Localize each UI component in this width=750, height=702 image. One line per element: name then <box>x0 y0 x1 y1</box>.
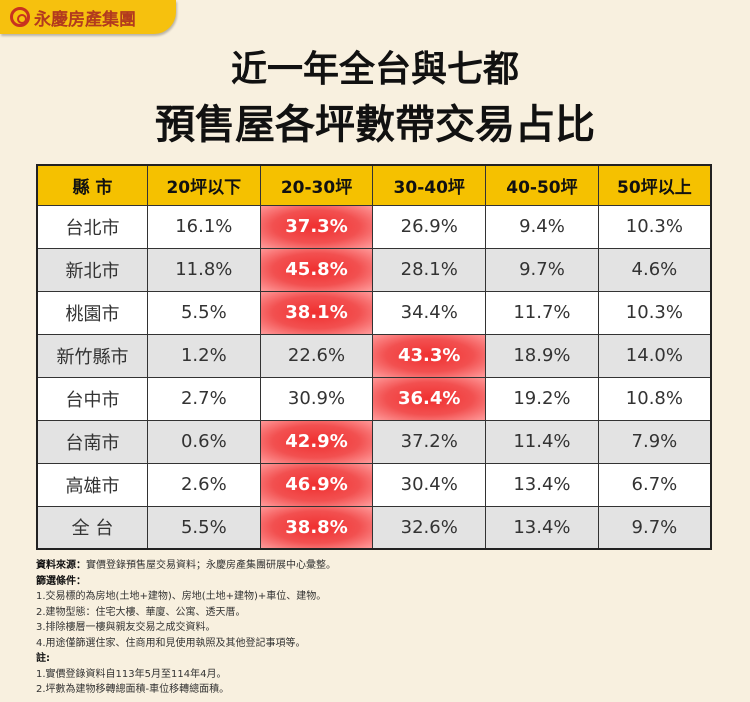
logo-icon <box>10 7 30 27</box>
value-cell: 14.0% <box>597 333 712 378</box>
value-cell: 6.7% <box>597 462 712 507</box>
value-cell: 0.6% <box>146 419 261 464</box>
remark-item: 1.實價登錄資料自113年5月至114年4月。 <box>36 668 227 680</box>
logo-text: 永慶房產集團 <box>34 9 136 30</box>
table-row: 桃園市 5.5% 38.1% 34.4% 11.7% 10.3% <box>36 290 712 335</box>
remark-label: 註: <box>36 653 50 664</box>
value-cell: 10.3% <box>597 290 712 335</box>
column-header: 縣 市 <box>36 164 148 206</box>
highlighted-value-cell: 42.9% <box>259 419 374 464</box>
value-cell: 7.9% <box>597 419 712 464</box>
column-header: 30-40坪 <box>372 164 487 206</box>
column-header: 20坪以下 <box>146 164 261 206</box>
value-cell: 19.2% <box>485 376 599 421</box>
remark-item: 2.坪數為建物移轉總面積-車位移轉總面積。 <box>36 684 230 695</box>
city-cell: 台南市 <box>36 419 148 464</box>
value-cell: 28.1% <box>372 247 487 292</box>
highlighted-value-cell: 37.3% <box>259 204 374 249</box>
table-row: 新北市 11.8% 45.8% 28.1% 9.7% 4.6% <box>36 247 712 292</box>
value-cell: 13.4% <box>485 505 599 550</box>
column-header: 20-30坪 <box>259 164 374 206</box>
data-table: 縣 市 20坪以下 20-30坪 30-40坪 40-50坪 50坪以上 台北市 16.1%… <box>36 164 712 550</box>
filter-item: 2.建物型態：住宅大樓、華廈、公寓、透天厝。 <box>36 606 246 618</box>
source-text: 實價登錄預售屋交易資料；永慶房產集團研展中心彙整。 <box>86 560 336 571</box>
highlighted-value-cell: 36.4% <box>372 376 487 421</box>
highlighted-value-cell: 43.3% <box>372 333 487 378</box>
filter-item: 1.交易標的為房地(土地+建物)、房地(土地+建物)+車位、建物。 <box>36 591 327 602</box>
title-line-2: 預售屋各坪數帶交易占比 <box>155 102 595 148</box>
column-header: 40-50坪 <box>485 164 599 206</box>
value-cell: 26.9% <box>372 204 487 249</box>
value-cell: 4.6% <box>597 247 712 292</box>
value-cell: 10.3% <box>597 204 712 249</box>
column-header: 50坪以上 <box>597 164 712 206</box>
value-cell: 2.6% <box>146 462 261 507</box>
value-cell: 1.2% <box>146 333 261 378</box>
value-cell: 9.4% <box>485 204 599 249</box>
table-row: 新竹縣市 1.2% 22.6% 43.3% 18.9% 14.0% <box>36 333 712 378</box>
highlighted-value-cell: 38.1% <box>259 290 374 335</box>
value-cell: 37.2% <box>372 419 487 464</box>
city-cell: 台中市 <box>36 376 148 421</box>
table-row: 台南市 0.6% 42.9% 37.2% 11.4% 7.9% <box>36 419 712 464</box>
filter-label: 篩選條件： <box>36 575 86 587</box>
city-cell: 高雄市 <box>36 462 148 507</box>
value-cell: 11.4% <box>485 419 599 464</box>
city-cell: 台北市 <box>36 204 148 249</box>
value-cell: 13.4% <box>485 462 599 507</box>
value-cell: 5.5% <box>146 290 261 335</box>
table-row: 高雄市 2.6% 46.9% 30.4% 13.4% 6.7% <box>36 462 712 507</box>
city-cell: 桃園市 <box>36 290 148 335</box>
highlighted-value-cell: 45.8% <box>259 247 374 292</box>
source-label: 資料來源： <box>36 560 86 571</box>
value-cell: 22.6% <box>259 333 374 378</box>
value-cell: 10.8% <box>597 376 712 421</box>
table-row: 全 台 5.5% 38.8% 32.6% 13.4% 9.7% <box>36 505 712 550</box>
value-cell: 34.4% <box>372 290 487 335</box>
value-cell: 30.4% <box>372 462 487 507</box>
table-row: 台北市 16.1% 37.3% 26.9% 9.4% 10.3% <box>36 204 712 249</box>
table-row: 台中市 2.7% 30.9% 36.4% 19.2% 10.8% <box>36 376 712 421</box>
value-cell: 2.7% <box>146 376 261 421</box>
value-cell: 9.7% <box>597 505 712 550</box>
city-cell: 新北市 <box>36 247 148 292</box>
value-cell: 32.6% <box>372 505 487 550</box>
footnotes: 資料來源：實價登錄預售屋交易資料；永慶房產集團研展中心彙整。 篩選條件： 1.交… <box>36 558 336 698</box>
value-cell: 16.1% <box>146 204 261 249</box>
highlighted-value-cell: 46.9% <box>259 462 374 507</box>
value-cell: 9.7% <box>485 247 599 292</box>
value-cell: 30.9% <box>259 376 374 421</box>
title-line-1: 近一年全台與七都 <box>230 49 519 90</box>
value-cell: 11.7% <box>485 290 599 335</box>
value-cell: 18.9% <box>485 333 599 378</box>
city-cell: 新竹縣市 <box>36 333 148 378</box>
city-cell: 全 台 <box>36 505 148 550</box>
filter-item: 3.排除樓層一樓與親友交易之成交資料。 <box>36 622 216 633</box>
highlighted-value-cell: 38.8% <box>259 505 374 550</box>
brand-logo: 永慶房產集團 <box>0 0 176 34</box>
value-cell: 11.8% <box>146 247 261 292</box>
value-cell: 5.5% <box>146 505 261 550</box>
filter-item: 4.用途僅篩選住家、住商用和見使用執照及其他登記事項等。 <box>36 637 306 649</box>
